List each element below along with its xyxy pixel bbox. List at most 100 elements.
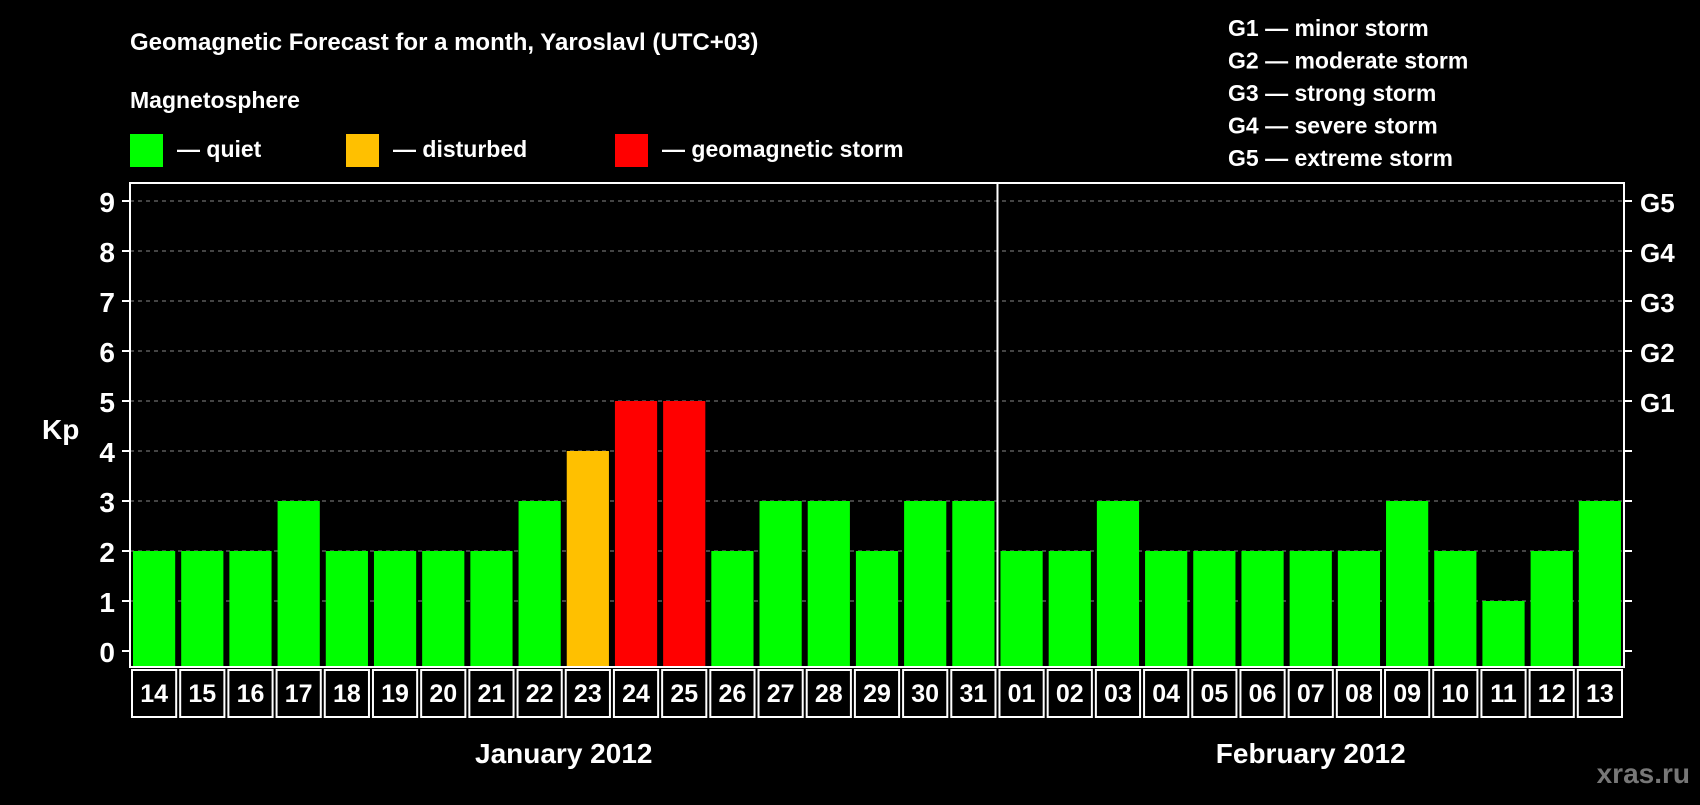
- kp-bar: [1193, 551, 1236, 667]
- kp-bar: [807, 501, 850, 667]
- kp-bar: [133, 551, 176, 667]
- date-label: 19: [381, 680, 409, 708]
- date-label: 05: [1200, 680, 1228, 708]
- plot-frame: [129, 182, 1625, 668]
- legend-label: — geomagnetic storm: [662, 136, 904, 162]
- date-box: [1384, 669, 1431, 718]
- date-box: [661, 669, 708, 718]
- date-box: [420, 669, 467, 718]
- month-label: February 2012: [1216, 738, 1406, 769]
- date-label: 02: [1056, 680, 1084, 708]
- month-label: January 2012: [475, 738, 652, 769]
- date-box: [227, 669, 274, 718]
- kp-bar: [1096, 501, 1140, 667]
- y-tick-label: 1: [99, 587, 115, 618]
- date-label: 14: [140, 680, 168, 708]
- storm-scale-item: G4 — severe storm: [1228, 113, 1438, 139]
- date-label: 11: [1490, 680, 1517, 708]
- legend-swatch: [615, 134, 648, 167]
- legend-label: — quiet: [177, 136, 262, 162]
- date-label: 03: [1104, 680, 1132, 708]
- kp-bar: [277, 501, 320, 667]
- date-box: [1191, 669, 1238, 718]
- date-box: [757, 669, 804, 718]
- storm-level-label: G4: [1640, 238, 1675, 268]
- date-label: 22: [526, 680, 554, 708]
- kp-bar: [1386, 501, 1429, 667]
- storm-scale-item: G3 — strong storm: [1228, 80, 1436, 106]
- kp-bar: [1241, 551, 1284, 667]
- chart-title: Geomagnetic Forecast for a month, Yarosl…: [130, 29, 758, 56]
- y-tick-label: 7: [99, 287, 115, 318]
- watermark: xras.ru: [1597, 758, 1690, 789]
- date-label: 25: [670, 680, 698, 708]
- date-box: [516, 669, 563, 718]
- date-label: 18: [333, 680, 361, 708]
- date-box: [564, 669, 611, 718]
- date-label: 26: [719, 680, 747, 708]
- date-box: [275, 669, 322, 718]
- kp-bar: [759, 501, 802, 667]
- date-box: [902, 669, 949, 718]
- date-box: [950, 669, 997, 718]
- legend-label: — disturbed: [393, 136, 527, 162]
- date-box: [1432, 669, 1479, 718]
- date-label: 28: [815, 680, 843, 708]
- y-tick-label: 5: [99, 387, 115, 418]
- date-label: 13: [1586, 680, 1614, 708]
- date-box: [853, 669, 901, 718]
- kp-bar: [470, 551, 513, 667]
- kp-bar: [1145, 551, 1188, 667]
- date-box: [709, 669, 756, 718]
- kp-bar: [855, 551, 899, 667]
- date-label: 16: [237, 680, 265, 708]
- kp-bar: [904, 501, 947, 667]
- kp-bar: [325, 551, 368, 667]
- kp-bar: [614, 401, 658, 667]
- kp-bar: [518, 501, 561, 667]
- kp-bar: [1337, 551, 1381, 667]
- y-tick-label: 3: [99, 487, 115, 518]
- date-box: [1287, 669, 1334, 718]
- kp-bar: [1289, 551, 1332, 667]
- date-label: 27: [767, 680, 795, 708]
- storm-level-label: G1: [1640, 388, 1675, 418]
- date-box: [1576, 669, 1623, 718]
- kp-bar: [663, 401, 706, 667]
- kp-bar: [952, 501, 995, 667]
- storm-level-label: G3: [1640, 288, 1675, 318]
- date-box: [1094, 669, 1142, 718]
- kp-bar: [373, 551, 417, 667]
- date-label: 07: [1297, 680, 1325, 708]
- date-box: [468, 669, 515, 718]
- date-box: [805, 669, 852, 718]
- date-label: 08: [1345, 680, 1373, 708]
- kp-bar: [422, 551, 465, 667]
- date-box: [131, 669, 178, 718]
- date-label: 31: [959, 680, 987, 708]
- date-label: 24: [622, 680, 650, 708]
- legend-swatch: [130, 134, 163, 167]
- y-tick-label: 9: [99, 187, 115, 218]
- date-label: 20: [429, 680, 457, 708]
- date-box: [1046, 669, 1093, 718]
- date-box: [1480, 669, 1527, 718]
- kp-bar: [1578, 501, 1621, 667]
- legend-swatch: [346, 134, 379, 167]
- date-box: [323, 669, 370, 718]
- date-label: 01: [1008, 680, 1036, 708]
- kp-bar: [1434, 551, 1477, 667]
- kp-bar: [181, 551, 224, 667]
- date-label: 06: [1249, 680, 1277, 708]
- date-label: 10: [1441, 680, 1469, 708]
- date-label: 09: [1393, 680, 1421, 708]
- kp-bar: [1530, 551, 1573, 667]
- y-axis-label: Kp: [42, 414, 79, 445]
- date-box: [1143, 669, 1190, 718]
- kp-bar: [1048, 551, 1091, 667]
- date-label: 12: [1538, 680, 1566, 708]
- date-label: 23: [574, 680, 602, 708]
- kp-bar: [1482, 601, 1525, 667]
- date-label: 04: [1152, 680, 1180, 708]
